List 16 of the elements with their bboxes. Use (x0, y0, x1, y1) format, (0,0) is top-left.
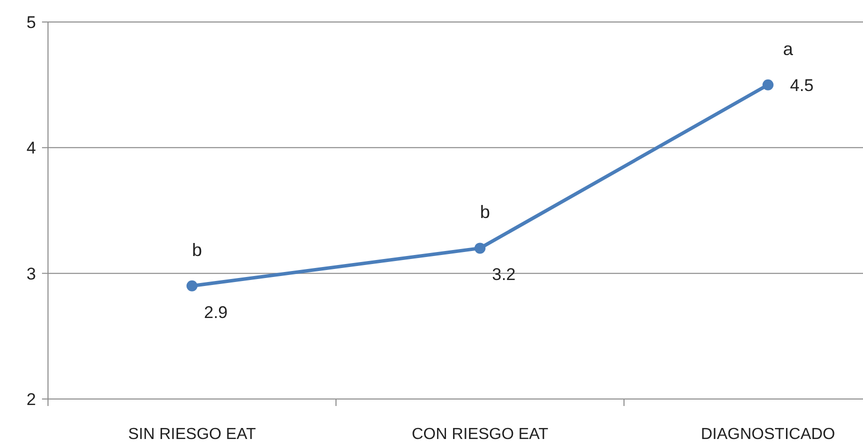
annotation: b (192, 240, 202, 260)
point (474, 242, 486, 254)
x-tick-label: CON RIESGO EAT (412, 426, 549, 443)
annotation: a (782, 38, 794, 59)
data-label: 2.9 (204, 302, 228, 322)
x-tick-label: DIAGNOSTICADO (700, 426, 836, 443)
y-tick-label: 2 (26, 390, 36, 409)
point (762, 79, 774, 90)
data-label: 3.2 (492, 265, 516, 284)
x-tick-label: SIN RIESGO EAT (128, 426, 256, 443)
data-label: 4.5 (790, 76, 814, 95)
y-tick-label: 3 (26, 264, 36, 284)
point (186, 280, 198, 292)
y-tick-label: 5 (26, 12, 36, 32)
annotation: b (480, 202, 490, 222)
y-tick-label: 4 (26, 138, 36, 158)
